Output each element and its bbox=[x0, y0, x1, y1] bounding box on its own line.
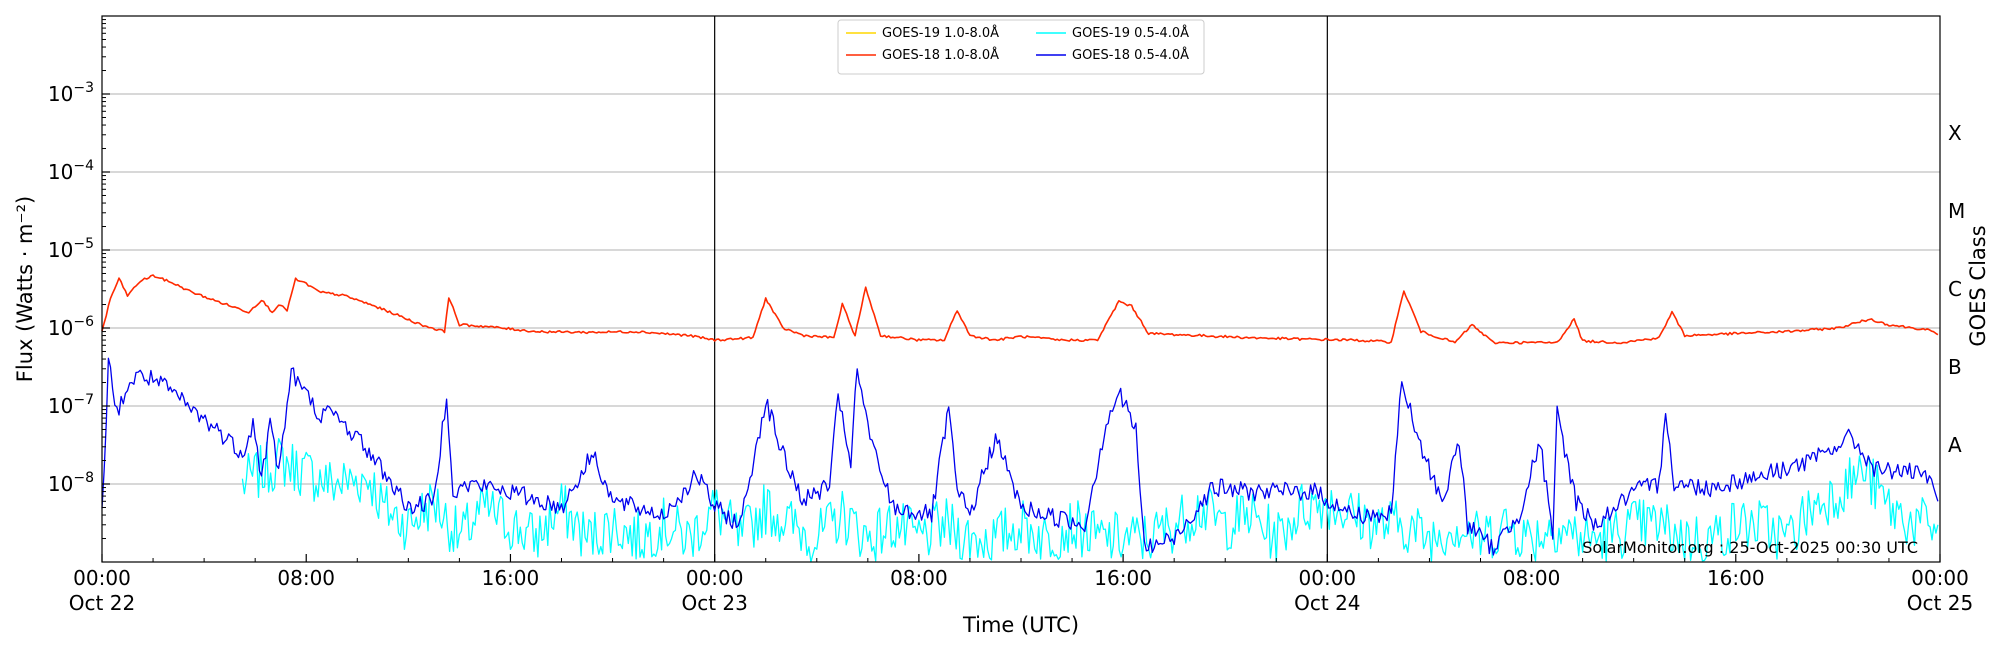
right-axis-title: GOES Class bbox=[1966, 225, 1990, 346]
y-axis-title: Flux (Watts · m⁻²) bbox=[13, 196, 37, 382]
x-tick-time-5: 16:00 bbox=[1094, 566, 1152, 590]
x-tick-time-2: 16:00 bbox=[482, 566, 540, 590]
legend-entry-0: GOES-19 1.0-8.0Å bbox=[882, 25, 999, 41]
series-goes-18-0-5-4-0- bbox=[101, 357, 1939, 556]
plot-frame bbox=[101, 15, 1941, 563]
x-axis-title: Time (UTC) bbox=[962, 613, 1079, 637]
legend-entry-2: GOES-18 1.0-8.0Å bbox=[882, 47, 999, 63]
x-tick-time-1: 08:00 bbox=[277, 566, 335, 590]
y-tick-label-4: 10−4 bbox=[48, 158, 94, 184]
y-tick-label-1: 10−7 bbox=[48, 392, 94, 418]
grid-lines bbox=[102, 93, 1940, 485]
timestamp-annotation: SolarMonitor.org : 25-Oct-2025 00:30 UTC bbox=[1582, 538, 1918, 557]
series-goes-19-0-5-4-0- bbox=[241, 437, 1939, 563]
x-tick-time-4: 08:00 bbox=[890, 566, 948, 590]
x-tick-date-9: Oct 25 bbox=[1907, 591, 1973, 615]
y-tick-label-2: 10−6 bbox=[48, 314, 94, 340]
goes-class-x: X bbox=[1948, 121, 1962, 145]
series-lines bbox=[101, 274, 1939, 563]
day-boundary-lines bbox=[714, 16, 1328, 562]
goes-class-b: B bbox=[1948, 355, 1962, 379]
goes-class-a: A bbox=[1948, 433, 1962, 457]
legend-entry-3: GOES-18 0.5-4.0Å bbox=[1072, 47, 1189, 63]
x-tick-date-6: Oct 24 bbox=[1294, 591, 1360, 615]
x-tick-time-8: 16:00 bbox=[1707, 566, 1765, 590]
y-axis-ticks: 10−8 10−7 10−6 10−5 10−4 10−3 bbox=[48, 19, 110, 540]
x-tick-time-0: 00:00 bbox=[73, 566, 131, 590]
goes-class-m: M bbox=[1948, 199, 1965, 223]
y-tick-label-3: 10−5 bbox=[48, 236, 94, 262]
y-tick-label-0: 10−8 bbox=[48, 470, 94, 496]
series-goes-18-1-0-8-0- bbox=[101, 274, 1939, 345]
x-tick-time-9: 00:00 bbox=[1911, 566, 1969, 590]
y-tick-label-5: 10−3 bbox=[48, 80, 94, 106]
x-tick-date-3: Oct 23 bbox=[681, 591, 747, 615]
x-tick-time-3: 00:00 bbox=[686, 566, 744, 590]
x-tick-time-7: 08:00 bbox=[1503, 566, 1561, 590]
goes-class-c: C bbox=[1948, 277, 1962, 301]
legend-box bbox=[837, 19, 1205, 75]
legend-entry-1: GOES-19 0.5-4.0Å bbox=[1072, 25, 1189, 41]
goes-class-labels: A B C M X bbox=[1948, 121, 1965, 457]
x-tick-date-0: Oct 22 bbox=[69, 591, 135, 615]
legend: GOES-19 1.0-8.0Å GOES-19 0.5-4.0Å GOES-18 … bbox=[837, 19, 1205, 75]
x-tick-time-6: 00:00 bbox=[1299, 566, 1357, 590]
